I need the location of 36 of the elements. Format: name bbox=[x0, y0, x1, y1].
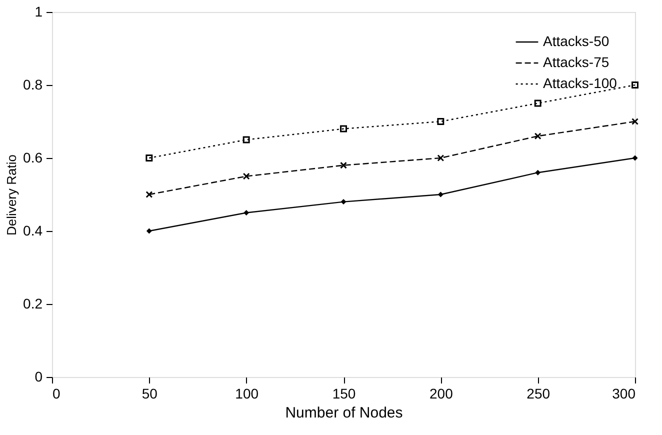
legend-label: Attacks-50 bbox=[543, 33, 610, 49]
y-tick-label: 0.4 bbox=[23, 222, 43, 238]
point bbox=[632, 155, 638, 161]
point bbox=[534, 100, 542, 107]
x-tick-label: 200 bbox=[429, 386, 454, 402]
point bbox=[535, 170, 541, 176]
point bbox=[438, 192, 444, 198]
x-tick-label: 150 bbox=[332, 386, 356, 402]
x-axis-title: Number of Nodes bbox=[285, 404, 403, 422]
point bbox=[632, 82, 638, 88]
legend-label: Attacks-100 bbox=[543, 75, 618, 91]
x-tick-label: 250 bbox=[526, 386, 550, 402]
x-tick-label: 300 bbox=[612, 386, 636, 402]
point bbox=[437, 118, 444, 125]
point bbox=[244, 210, 250, 216]
y-tick-label: 0.2 bbox=[23, 296, 43, 312]
legend-label: Attacks-75 bbox=[543, 54, 610, 70]
y-tick-label: 1 bbox=[34, 4, 43, 20]
point bbox=[340, 125, 347, 132]
point bbox=[146, 154, 153, 162]
y-axis-title: Delivery Ratio bbox=[4, 154, 20, 236]
y-tick-label: 0.6 bbox=[23, 150, 43, 166]
point bbox=[632, 118, 638, 125]
y-tick-label: 0 bbox=[34, 368, 43, 384]
x-tick-label: 0 bbox=[52, 386, 60, 402]
point bbox=[242, 172, 250, 180]
point bbox=[534, 132, 542, 140]
point bbox=[146, 191, 153, 198]
point bbox=[242, 136, 250, 144]
y-tick-label: 0.8 bbox=[23, 76, 43, 92]
x-tick-label: 100 bbox=[235, 386, 259, 402]
point bbox=[146, 228, 152, 234]
x-tick-label: 50 bbox=[142, 386, 158, 402]
point bbox=[437, 154, 444, 162]
point bbox=[340, 162, 347, 169]
point bbox=[340, 199, 346, 205]
